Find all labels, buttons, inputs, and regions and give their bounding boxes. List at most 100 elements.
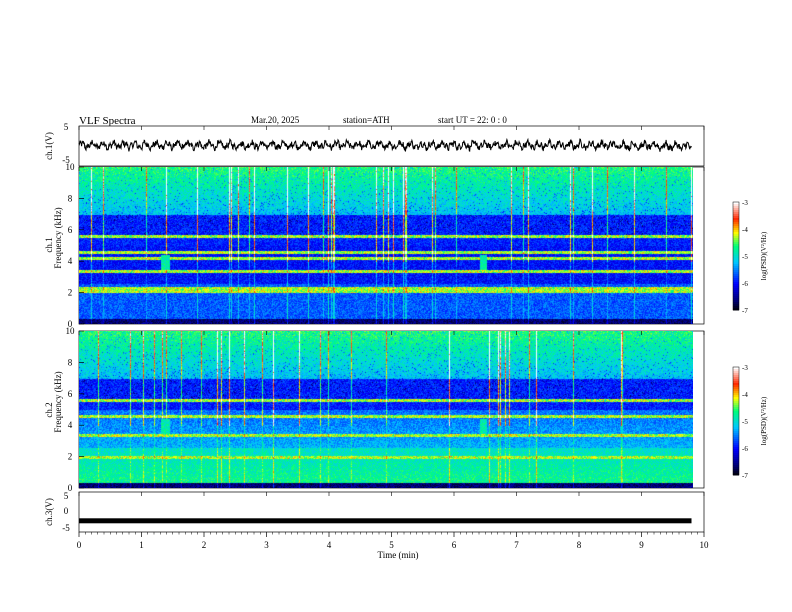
colorbar-segment: [733, 427, 739, 430]
colorbar-tick-label: -3: [742, 199, 748, 207]
x-tick-label: 2: [202, 540, 207, 550]
colorbar-segment: [733, 389, 739, 392]
y-tick-label: 8: [68, 357, 73, 367]
ch1-ylabel: ch.1(V): [44, 132, 54, 160]
colorbar-segment: [733, 437, 739, 440]
colorbar-segment: [733, 377, 739, 380]
colorbar-tick-label: -4: [742, 226, 748, 234]
y-tick-label: 4: [68, 420, 73, 430]
ch2-spectrogram-image: [79, 331, 693, 488]
colorbar-segment: [733, 238, 739, 241]
colorbar-segment: [733, 401, 739, 404]
colorbar-tick-label: -6: [742, 445, 748, 453]
ch3-ytick-mid: 0: [64, 506, 69, 516]
ch1-spectrogram-panel: 10 8 6 4 2 0 ch.1 Frequency (kHz): [44, 162, 705, 329]
x-tick-label: 5: [389, 540, 394, 550]
x-tick-label: 7: [514, 540, 519, 550]
ch1-colorbar: -3 -4 -5 -6 -7 log(PSD)(V²/Hz): [732, 199, 768, 315]
colorbar-tick-label: -6: [742, 280, 748, 288]
colorbar-segment: [733, 220, 739, 223]
y-tick-label: 0: [68, 483, 73, 493]
colorbar-segment: [733, 236, 739, 239]
colorbar-segment: [733, 421, 739, 424]
colorbar-segment: [733, 461, 739, 464]
colorbar-segment: [733, 419, 739, 422]
colorbar-segment: [733, 395, 739, 398]
colorbar-segment: [733, 465, 739, 468]
colorbar-segment: [733, 212, 739, 215]
colorbar-segment: [733, 252, 739, 255]
x-tick-label: 8: [577, 540, 582, 550]
colorbar-segment: [733, 445, 739, 448]
colorbar-segment: [733, 254, 739, 257]
y-tick-label: 0: [68, 319, 73, 329]
colorbar-frame: [732, 366, 740, 476]
colorbar-segment: [733, 216, 739, 219]
colorbar-segment: [733, 379, 739, 382]
colorbar-segment: [733, 224, 739, 227]
colorbar-segment: [733, 246, 739, 249]
colorbar-segment: [733, 383, 739, 386]
colorbar-segment: [733, 228, 739, 231]
y-tick-label: 10: [66, 326, 76, 336]
ch1-spec-yticks: 10 8 6 4 2 0: [66, 162, 84, 329]
colorbar-segment: [733, 292, 739, 295]
colorbar-segment: [733, 439, 739, 442]
colorbar-segment: [733, 397, 739, 400]
y-tick-label: 2: [68, 452, 73, 462]
station-label: station=ATH: [343, 115, 390, 125]
colorbar-tick-label: -4: [742, 391, 748, 399]
colorbar-segment: [733, 473, 739, 476]
colorbar-segment: [733, 232, 739, 235]
x-tick-label: 9: [639, 540, 644, 550]
colorbar-segment: [733, 405, 739, 408]
colorbar-segment: [733, 230, 739, 233]
colorbar-segment: [733, 429, 739, 432]
x-tick-label: 6: [452, 540, 457, 550]
colorbar-segment: [733, 222, 739, 225]
colorbar-segment: [733, 371, 739, 374]
colorbar-segment: [733, 369, 739, 372]
colorbar-segment: [733, 288, 739, 291]
colorbar-segment: [733, 300, 739, 303]
colorbar-segment: [733, 258, 739, 261]
colorbar-segment: [733, 306, 739, 309]
colorbar-segment: [733, 298, 739, 301]
colorbar-segment: [733, 431, 739, 434]
colorbar-segment: [733, 204, 739, 207]
colorbar-segment: [733, 375, 739, 378]
colorbar-segment: [733, 449, 739, 452]
colorbar-segment: [733, 274, 739, 277]
colorbar-segment: [733, 457, 739, 460]
colorbar-segment: [733, 268, 739, 271]
colorbar-segment: [733, 202, 739, 205]
colorbar-segment: [733, 302, 739, 305]
colorbar-segment: [733, 304, 739, 307]
ch2-spec-yticks: 10 8 6 4 2 0: [66, 326, 84, 493]
ch3-frame: [78, 491, 705, 533]
colorbar-segment: [733, 282, 739, 285]
colorbar-segment: [733, 407, 739, 410]
x-tick-label: 3: [264, 540, 269, 550]
colorbar-segment: [733, 308, 739, 311]
colorbar-segment: [733, 250, 739, 253]
colorbar-segment: [733, 276, 739, 279]
colorbar-segment: [733, 443, 739, 446]
colorbar-segment: [733, 234, 739, 237]
colorbar-segment: [733, 240, 739, 243]
colorbar-segment: [733, 381, 739, 384]
colorbar-segment: [733, 244, 739, 247]
y-tick-label: 10: [66, 162, 76, 172]
y-tick-label: 2: [68, 288, 73, 298]
y-tick-label: 4: [68, 256, 73, 266]
time-axis: 0 1 2 3 4 5 6 7 8 9 10: [77, 126, 709, 550]
ch3-ytick-bottom: -5: [62, 523, 70, 533]
colorbar-segment: [733, 459, 739, 462]
colorbar-segment: [733, 272, 739, 275]
colorbar-segment: [733, 385, 739, 388]
colorbar-segment: [733, 467, 739, 470]
colorbar-segment: [733, 463, 739, 466]
colorbar-segment: [733, 280, 739, 283]
colorbar-segment: [733, 423, 739, 426]
